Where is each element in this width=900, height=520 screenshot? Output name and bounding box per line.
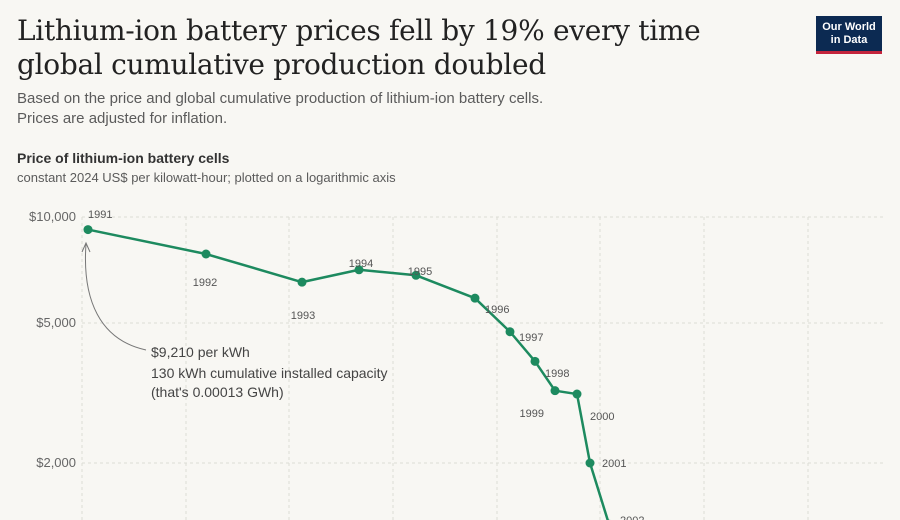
point-label: 1992 [193, 277, 217, 289]
point-label: 1995 [408, 266, 432, 278]
owid-logo[interactable]: Our World in Data [816, 16, 882, 54]
annotation-text: 130 kWh cumulative installed capacity [151, 365, 388, 381]
y-tick-label: $10,000 [29, 209, 76, 224]
axis-subtitle: constant 2024 US$ per kilowatt-hour; plo… [17, 170, 396, 185]
annotation-text: $9,210 per kWh [151, 344, 250, 360]
data-point[interactable] [354, 265, 364, 275]
axis-title: Price of lithium-ion battery cells [17, 150, 230, 166]
data-point[interactable] [505, 327, 515, 337]
point-label: 1997 [519, 332, 543, 344]
annotation-arrow [84, 243, 147, 351]
logo-line-2: in Data [830, 34, 868, 46]
data-point[interactable] [530, 356, 540, 366]
point-label: 1994 [349, 258, 373, 270]
annotation-text: (that's 0.00013 GWh) [151, 384, 284, 400]
point-label: 2001 [602, 458, 626, 470]
chart-subtitle-text: Based on the price and global cumulative… [17, 89, 737, 129]
data-point[interactable] [550, 386, 560, 396]
data-point[interactable] [470, 293, 480, 303]
annotation-arrowhead [81, 241, 91, 253]
data-point[interactable] [585, 458, 595, 468]
point-label: 2000 [590, 411, 614, 423]
logo-line-1: Our World [822, 21, 876, 33]
point-label: 2002 [620, 515, 644, 520]
data-point[interactable] [572, 389, 582, 399]
point-label: 1993 [291, 310, 315, 322]
subtitle-line-2: Prices are adjusted for inflation. [17, 110, 228, 127]
title-line-1: Lithium-ion battery prices fell by 19% e… [17, 14, 701, 47]
point-label: 1998 [545, 368, 569, 380]
y-tick-label: $2,000 [36, 455, 76, 470]
data-point[interactable] [201, 249, 211, 259]
point-label: 1991 [88, 209, 112, 221]
y-tick-label: $5,000 [36, 315, 76, 330]
data-point[interactable] [411, 270, 421, 280]
title-line-2: global cumulative production doubled [17, 48, 546, 81]
data-point[interactable] [83, 225, 93, 235]
subtitle-line-1: Based on the price and global cumulative… [17, 90, 544, 107]
chart-title-heading: Lithium-ion battery prices fell by 19% e… [17, 14, 737, 82]
point-label: 1999 [520, 408, 544, 420]
point-label: 1996 [485, 304, 509, 316]
data-point[interactable] [297, 277, 307, 287]
